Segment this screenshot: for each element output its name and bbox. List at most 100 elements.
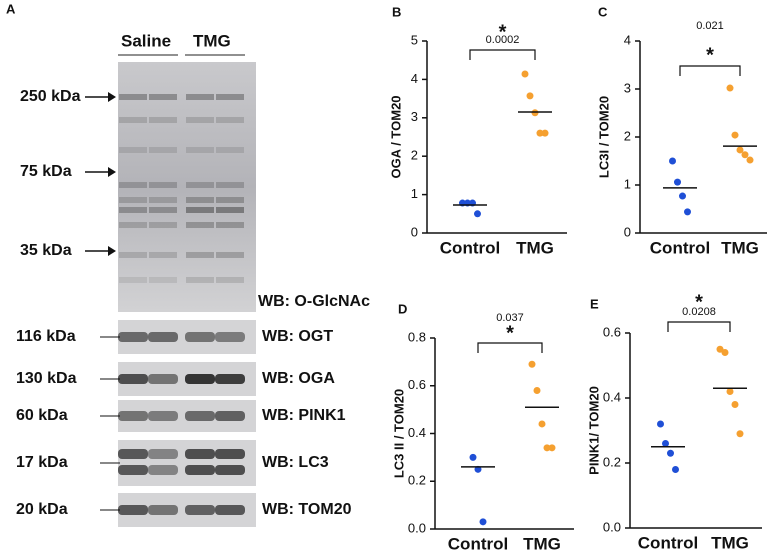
group-label: Saline <box>121 31 171 50</box>
band <box>118 332 148 342</box>
band <box>119 207 147 213</box>
y-axis-label: OGA / TOM20 <box>388 95 403 178</box>
data-point <box>726 84 734 92</box>
band <box>216 182 244 188</box>
y-axis-label: LC3I / TOM20 <box>596 96 611 178</box>
y-tick-label: 0.0 <box>603 519 621 534</box>
band <box>216 222 244 228</box>
strip-size: 116 kDa <box>16 328 76 345</box>
x-tick-label: TMG <box>711 533 749 552</box>
p-value: 0.021 <box>696 20 724 32</box>
y-tick-label: 1 <box>411 186 418 201</box>
p-value: 0.0208 <box>682 306 716 318</box>
marker-label: 75 kDa <box>20 163 72 180</box>
y-tick-label: 3 <box>624 80 631 95</box>
y-tick-label: 0.0 <box>408 520 426 535</box>
data-point <box>474 210 481 218</box>
band <box>186 207 214 213</box>
band <box>119 197 147 203</box>
y-tick-label: 5 <box>411 32 418 47</box>
data-point <box>731 401 739 408</box>
significance-star: * <box>506 322 514 344</box>
y-tick-label: 0.2 <box>408 473 426 488</box>
strip-label: WB: PINK1 <box>262 407 346 424</box>
band <box>186 147 214 153</box>
marker-label: 35 kDa <box>20 242 72 259</box>
band <box>216 277 244 283</box>
y-axis-label: LC3 II / TOM20 <box>391 389 406 478</box>
band <box>216 147 244 153</box>
data-point <box>538 420 546 428</box>
data-point <box>469 453 477 461</box>
band <box>119 117 147 123</box>
data-point <box>721 349 729 356</box>
strip-label: WB: TOM20 <box>262 501 352 518</box>
marker-arrowhead <box>108 246 116 256</box>
data-point <box>531 109 539 117</box>
band <box>215 449 245 459</box>
band <box>216 197 244 203</box>
blot-label: WB: O-GlcNAc <box>258 293 370 310</box>
band <box>186 117 214 123</box>
band <box>119 147 147 153</box>
panel-letter: B <box>392 4 401 19</box>
significance-star: * <box>499 21 507 43</box>
strip-size: 130 kDa <box>16 370 77 387</box>
band <box>186 222 214 228</box>
data-point <box>479 518 487 526</box>
significance-bracket <box>469 49 536 60</box>
strip-size: 20 kDa <box>16 501 68 518</box>
blot-bands <box>119 94 244 283</box>
y-tick-label: 0.2 <box>603 454 621 469</box>
y-tick-label: 0 <box>624 224 631 239</box>
band <box>216 207 244 213</box>
data-point <box>736 430 744 438</box>
strip-label: WB: OGA <box>262 370 335 387</box>
strip-size: 60 kDa <box>16 407 68 424</box>
band <box>185 411 215 421</box>
band <box>186 94 214 100</box>
data-point <box>669 157 676 165</box>
significance-bracket <box>679 65 741 76</box>
band <box>186 182 214 188</box>
y-tick-label: 1 <box>624 176 631 191</box>
y-tick-label: 4 <box>624 32 631 47</box>
x-tick-label: Control <box>650 238 710 257</box>
data-point <box>726 388 734 395</box>
x-tick-label: Control <box>638 533 698 552</box>
x-tick-label: TMG <box>721 238 759 257</box>
data-point <box>548 444 556 452</box>
band <box>118 505 148 515</box>
data-point <box>657 420 664 428</box>
data-point <box>526 92 534 100</box>
band <box>119 222 147 228</box>
data-point <box>746 156 754 164</box>
band <box>216 117 244 123</box>
band <box>186 252 214 258</box>
band <box>215 465 245 475</box>
marker-arrowhead <box>108 92 116 102</box>
band <box>186 197 214 203</box>
band <box>149 207 177 213</box>
band <box>148 449 178 459</box>
band <box>185 332 215 342</box>
data-point <box>543 444 551 452</box>
band <box>186 277 214 283</box>
band <box>149 147 177 153</box>
data-point <box>679 192 686 200</box>
band <box>215 332 245 342</box>
band <box>149 277 177 283</box>
band <box>149 94 177 100</box>
y-tick-label: 0.6 <box>408 377 426 392</box>
band <box>148 374 178 384</box>
significance-star: * <box>695 291 703 313</box>
band <box>148 332 178 342</box>
blot-image <box>118 62 256 312</box>
band <box>149 197 177 203</box>
band <box>119 277 147 283</box>
y-axis-label: PINK1/ TOM20 <box>586 386 601 475</box>
p-value: 0.0002 <box>486 34 520 46</box>
band <box>216 252 244 258</box>
band <box>185 449 215 459</box>
y-tick-label: 0.4 <box>603 389 621 404</box>
